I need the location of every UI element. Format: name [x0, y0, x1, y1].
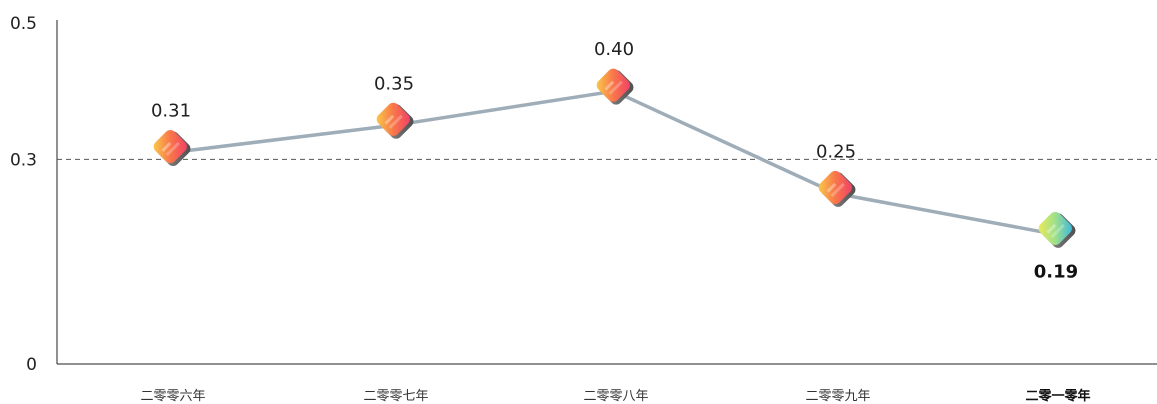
x-tick-label: 二零一零年: [1025, 388, 1090, 404]
data-label: 0.40: [594, 39, 634, 60]
data-label: 0.31: [151, 101, 191, 122]
data-point-marker: [376, 102, 414, 139]
data-point-marker: [1038, 211, 1076, 248]
data-point-marker: [818, 170, 856, 207]
x-tick-label: 二零零六年: [140, 389, 205, 404]
x-tick-label: 二零零九年: [805, 389, 870, 404]
y-tick-label: 0: [26, 355, 37, 375]
x-tick-label: 二零零八年: [583, 389, 648, 404]
data-point-marker: [596, 68, 634, 105]
data-label: 0.25: [816, 142, 856, 163]
data-point-marker: [153, 129, 191, 167]
y-tick-label: 0.5: [10, 14, 37, 34]
y-tick-label: 0.3: [10, 150, 37, 170]
x-tick-label: 二零零七年: [363, 389, 428, 404]
data-label: 0.19: [1034, 261, 1078, 282]
series-line: [170, 89, 1057, 237]
data-label: 0.35: [374, 73, 414, 94]
